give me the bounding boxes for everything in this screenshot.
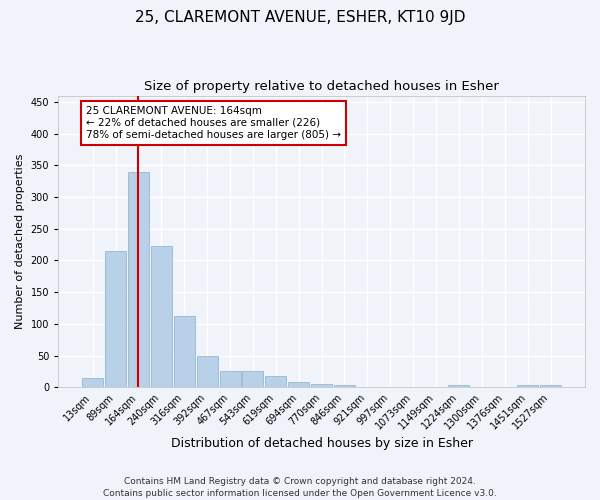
Bar <box>403 386 424 388</box>
Bar <box>242 371 263 388</box>
Title: Size of property relative to detached houses in Esher: Size of property relative to detached ho… <box>144 80 499 93</box>
Bar <box>105 251 126 388</box>
Bar <box>288 382 309 388</box>
Bar <box>128 172 149 388</box>
Bar <box>174 316 195 388</box>
Bar <box>265 376 286 388</box>
Text: 25, CLAREMONT AVENUE, ESHER, KT10 9JD: 25, CLAREMONT AVENUE, ESHER, KT10 9JD <box>135 10 465 25</box>
Bar <box>448 384 469 388</box>
Bar <box>357 386 378 388</box>
Bar <box>517 386 538 388</box>
Bar <box>540 386 561 388</box>
Text: Contains HM Land Registry data © Crown copyright and database right 2024.
Contai: Contains HM Land Registry data © Crown c… <box>103 476 497 498</box>
Bar <box>220 371 241 388</box>
Bar <box>82 378 103 388</box>
Bar <box>197 356 218 388</box>
Bar <box>472 386 493 388</box>
Text: 25 CLAREMONT AVENUE: 164sqm
← 22% of detached houses are smaller (226)
78% of se: 25 CLAREMONT AVENUE: 164sqm ← 22% of det… <box>86 106 341 140</box>
X-axis label: Distribution of detached houses by size in Esher: Distribution of detached houses by size … <box>170 437 473 450</box>
Bar <box>311 384 332 388</box>
Bar <box>334 384 355 388</box>
Y-axis label: Number of detached properties: Number of detached properties <box>15 154 25 329</box>
Bar <box>151 246 172 388</box>
